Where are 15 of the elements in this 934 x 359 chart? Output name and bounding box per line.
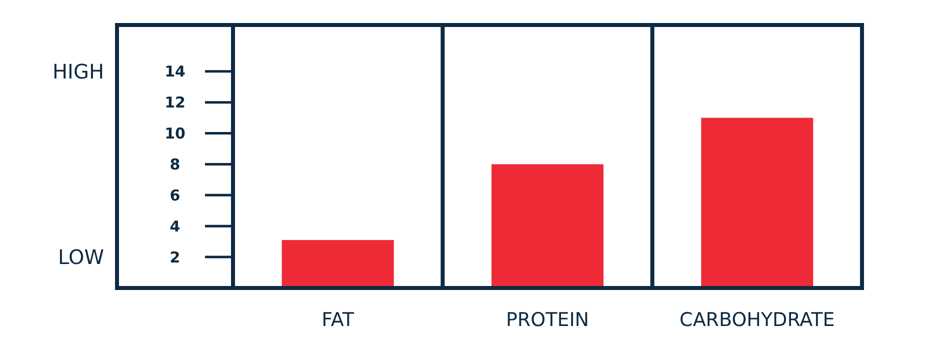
x-tick-label: CARBOHYDRATE	[680, 309, 835, 331]
x-tick-label: FAT	[322, 309, 354, 331]
bar	[492, 164, 604, 288]
y-tick-label: 12	[164, 94, 186, 112]
bar	[282, 240, 394, 288]
text: HIGH	[52, 59, 104, 84]
y-tick-label: 8	[170, 155, 180, 174]
y-tick-label: 4	[170, 217, 180, 236]
y-tick-label: 6	[170, 186, 180, 204]
y-tick-label: 2	[170, 248, 180, 266]
bar	[701, 118, 814, 288]
text: LOW	[58, 245, 104, 270]
x-tick-label: PROTEIN	[506, 309, 590, 331]
y-tick-label: 14	[164, 62, 186, 81]
y-tick-label: 10	[164, 124, 186, 143]
